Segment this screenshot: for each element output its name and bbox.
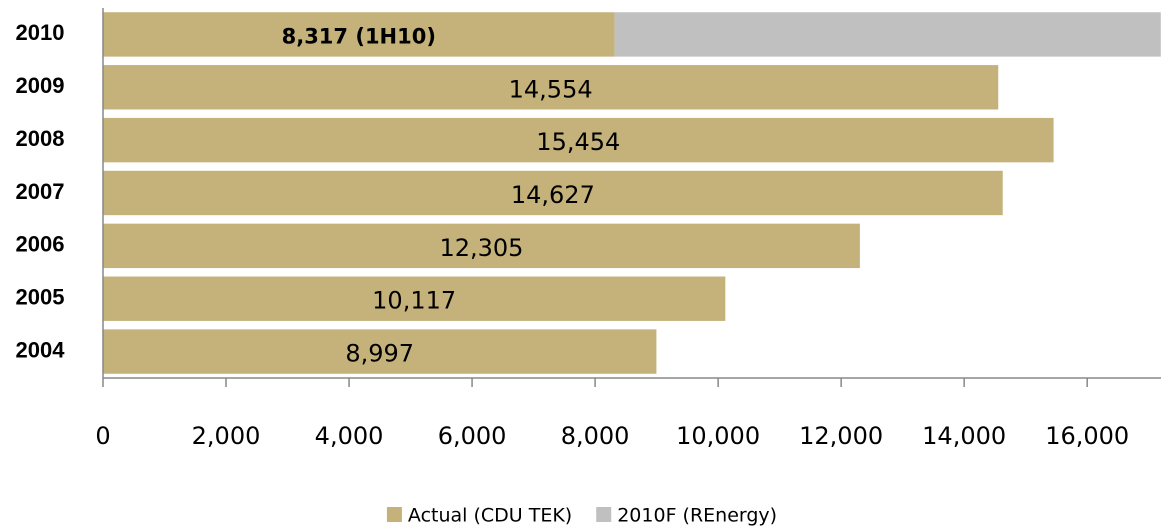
x-tick-label: 4,000	[315, 422, 384, 450]
y-tick-label: 2008	[16, 126, 65, 151]
plot-area	[103, 12, 1161, 374]
y-tick-label: 2004	[16, 337, 66, 362]
x-tick-label: 14,000	[922, 422, 1006, 450]
x-tick-label: 16,000	[1045, 422, 1129, 450]
data-label: 12,305	[439, 234, 523, 262]
bar	[614, 12, 1161, 57]
bar	[103, 170, 1003, 216]
bar	[103, 12, 615, 57]
data-label: 8,317 (1H10)	[282, 24, 436, 48]
x-tick-label: 10,000	[676, 422, 760, 450]
bar	[103, 329, 657, 374]
x-tick-label: 8,000	[561, 422, 630, 450]
legend-label: 2010F (REnergy)	[617, 505, 777, 527]
data-label: 14,627	[511, 181, 595, 209]
x-tick-label: 0	[95, 422, 110, 450]
x-tick-label: 6,000	[438, 422, 507, 450]
legend-label: Actual (CDU TEK)	[408, 505, 572, 527]
bar	[103, 65, 999, 110]
y-tick-label: 2007	[16, 179, 65, 204]
legend: Actual (CDU TEK) 2010F (REnergy)	[386, 505, 777, 527]
legend-swatch	[596, 507, 612, 522]
bar	[103, 117, 1054, 163]
legend-swatch	[386, 507, 402, 522]
data-label: 8,997	[345, 340, 414, 368]
data-label: 14,554	[509, 75, 593, 103]
bar	[103, 276, 726, 321]
x-tick-label: 2,000	[192, 422, 261, 450]
data-label: 10,117	[372, 287, 456, 315]
y-tick-label: 2010	[16, 20, 65, 45]
y-tick-label: 2005	[16, 285, 65, 310]
y-tick-label: 2006	[16, 232, 65, 257]
bar	[103, 223, 860, 269]
x-tick-label: 12,000	[799, 422, 883, 450]
data-label: 15,454	[536, 128, 620, 156]
y-tick-label: 2009	[16, 73, 65, 98]
